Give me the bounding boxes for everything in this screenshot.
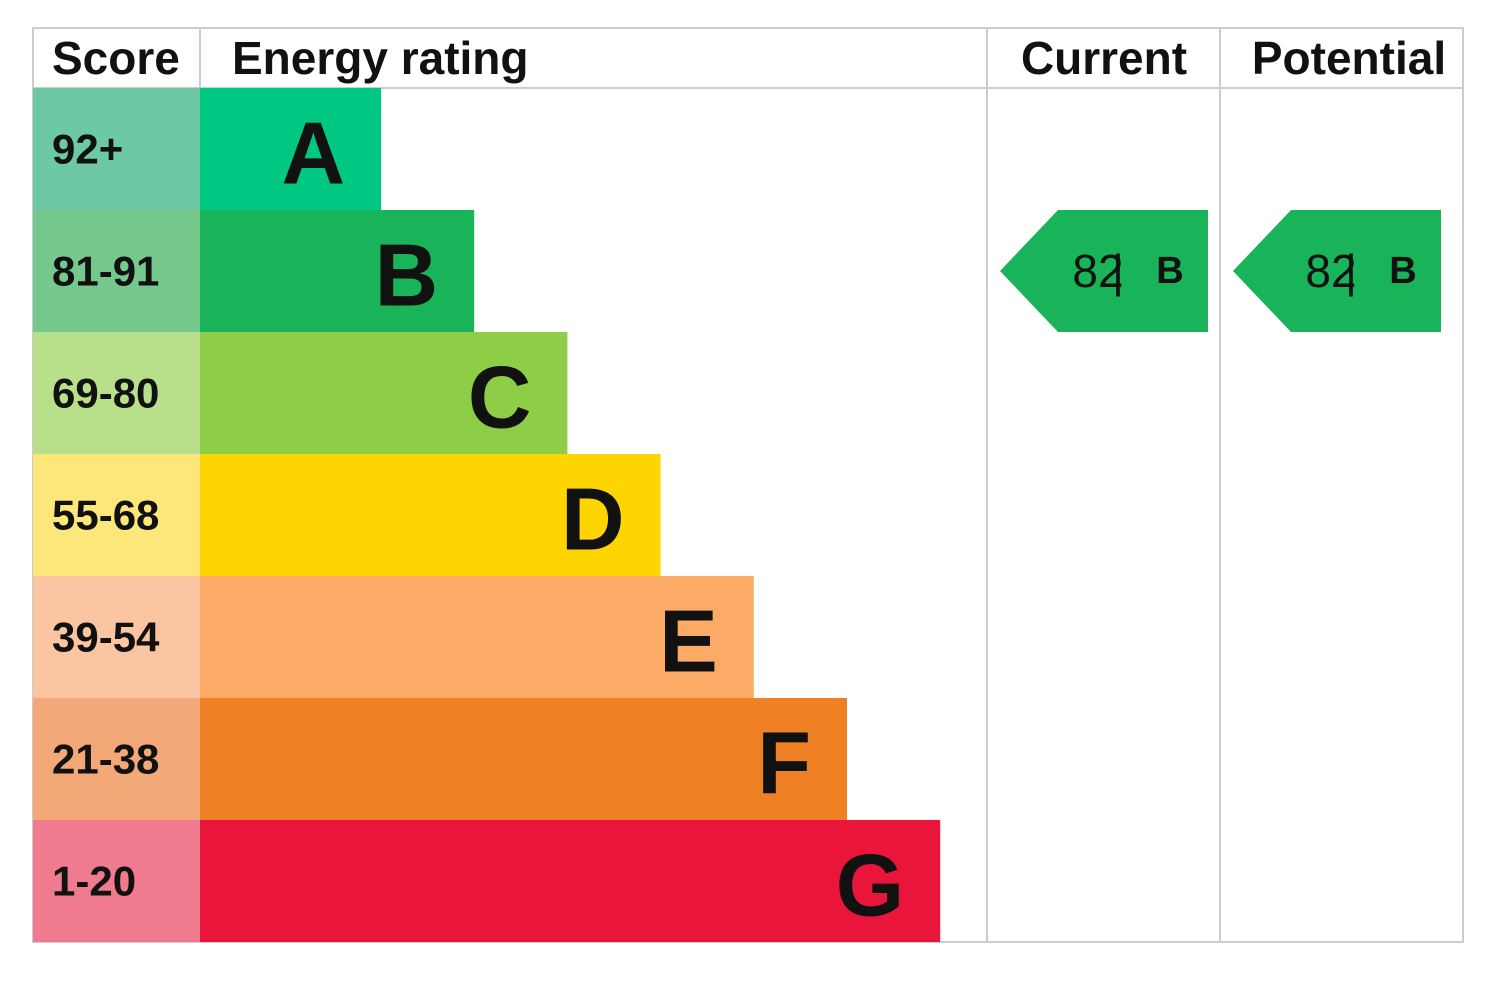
score-range: 81-91 (52, 248, 159, 295)
score-cell (33, 576, 200, 698)
rating-bar (200, 332, 568, 454)
score-range: 1-20 (52, 858, 136, 905)
rating-bar (200, 576, 754, 698)
header-current: Current (1021, 32, 1187, 84)
rating-bar (200, 698, 847, 820)
rating-bar (200, 88, 381, 210)
rating-bar (200, 210, 475, 332)
potential-arrow (1233, 210, 1441, 332)
potential-separator: | (1345, 245, 1357, 297)
score-cell (33, 210, 200, 332)
rating-letter: E (659, 592, 718, 691)
rating-letter: G (836, 836, 904, 935)
header-potential: Potential (1252, 32, 1446, 84)
potential-score: 82 (1305, 245, 1356, 297)
header-score: Score (52, 32, 180, 84)
score-cell (33, 88, 200, 210)
score-cell (33, 332, 200, 454)
rating-bar (200, 820, 941, 942)
score-range: 39-54 (52, 614, 160, 661)
score-cell (33, 698, 200, 820)
current-rating: B (1156, 250, 1183, 292)
rating-bar (200, 454, 661, 576)
current-separator: | (1112, 245, 1124, 297)
current-score: 82 (1072, 245, 1123, 297)
score-cell (33, 820, 200, 942)
rating-letter: B (375, 226, 439, 325)
score-range: 69-80 (52, 370, 159, 417)
rating-letter: D (561, 470, 625, 569)
rating-letter: A (281, 104, 345, 203)
rating-letter: C (468, 348, 532, 447)
score-range: 21-38 (52, 736, 159, 783)
current-arrow (1000, 210, 1208, 332)
score-cell (33, 454, 200, 576)
score-range: 55-68 (52, 492, 159, 539)
score-range: 92+ (52, 126, 123, 173)
header-energy-rating: Energy rating (232, 32, 529, 84)
rating-letter: F (757, 714, 811, 813)
potential-rating: B (1389, 250, 1416, 292)
